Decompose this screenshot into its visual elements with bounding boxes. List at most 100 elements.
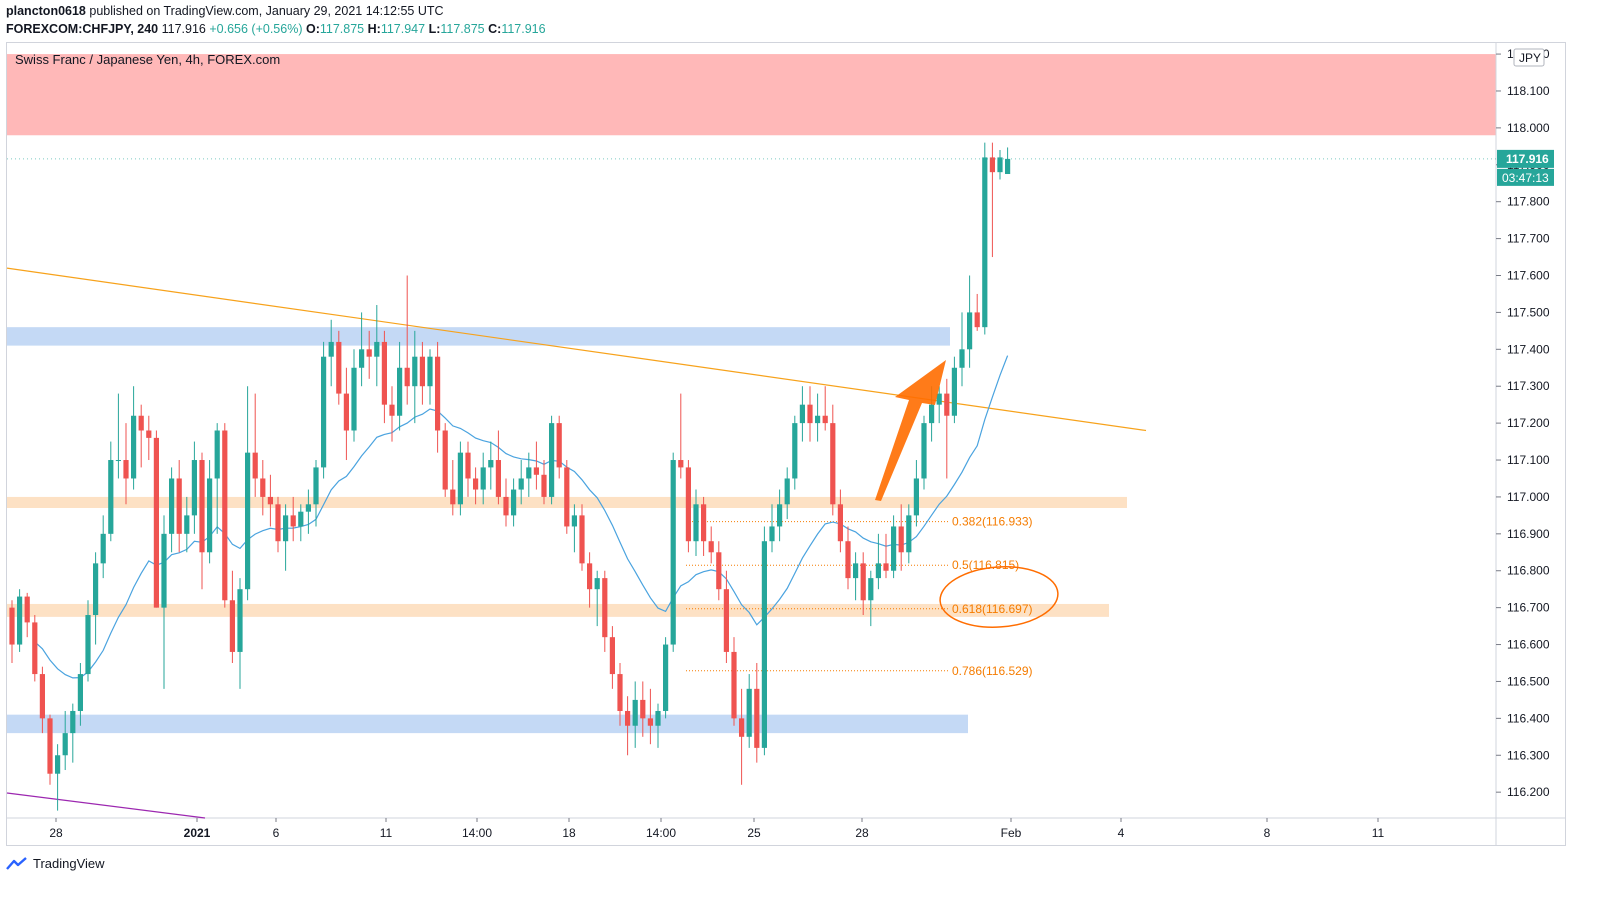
breakout-arrow — [875, 360, 946, 501]
time-tick-label: 6 — [273, 826, 280, 840]
price-tick-label: 117.100 — [1507, 453, 1550, 467]
price-tick-label: 117.400 — [1507, 342, 1550, 356]
price-tick-label: 118.000 — [1507, 121, 1550, 135]
high-value: 117.947 — [380, 22, 426, 36]
price-tick-label: 117.000 — [1507, 490, 1550, 504]
candle-body — [906, 515, 912, 553]
fib-level-label: 0.5(116.815) — [952, 558, 1019, 572]
candle-body — [526, 467, 532, 479]
candle-body — [815, 415, 821, 424]
currency-box — [1513, 48, 1545, 67]
candle-body — [655, 710, 661, 726]
candle-body — [298, 511, 304, 527]
candle-body — [245, 452, 251, 590]
candle-body — [777, 504, 783, 527]
candle-body — [579, 515, 585, 564]
time-tick-label: 18 — [562, 826, 576, 840]
candle-body — [77, 674, 83, 711]
candle-body — [260, 478, 266, 497]
candle-body — [617, 674, 623, 711]
candle-body — [397, 367, 403, 416]
candle-body — [1005, 158, 1011, 175]
candle-body — [275, 504, 281, 542]
candle-body — [207, 478, 213, 553]
candle-body — [465, 452, 471, 479]
candle-body — [267, 496, 273, 505]
tradingview-footer[interactable]: TradingView — [6, 856, 105, 871]
candle-body — [989, 157, 995, 173]
candle-body — [457, 452, 463, 505]
candle-body — [321, 356, 327, 468]
price-tick-label: 116.900 — [1507, 527, 1550, 541]
candle-body — [191, 460, 197, 516]
candle-body — [343, 393, 349, 431]
price-tick-label: 117.800 — [1507, 195, 1550, 209]
candle-body — [708, 541, 714, 553]
candle-body — [123, 460, 129, 479]
candle-body — [746, 688, 752, 737]
time-tick-label: 4 — [1118, 826, 1125, 840]
time-tick-label: 8 — [1264, 826, 1271, 840]
candle-body — [663, 644, 669, 711]
candle-body — [495, 460, 501, 497]
price-tick-label: 117.500 — [1507, 305, 1550, 319]
price-tick-label: 116.800 — [1507, 564, 1550, 578]
candle-body — [792, 423, 798, 479]
footer-brand: TradingView — [33, 856, 105, 871]
last-price: 117.916 — [161, 22, 206, 36]
candle-body — [229, 600, 235, 652]
trendline — [6, 267, 1147, 432]
candle-body — [929, 404, 935, 424]
time-tick-label: 14:00 — [646, 826, 676, 840]
zone-orange-lower — [7, 603, 1109, 617]
time-tick-label: 2021 — [184, 826, 211, 840]
open-value: 117.875 — [319, 22, 365, 36]
candle-body — [921, 423, 927, 479]
candle-body — [701, 504, 707, 542]
candle-body — [822, 415, 828, 424]
low-label: L: — [428, 22, 441, 36]
candle-body — [685, 467, 691, 542]
chart-frame[interactable] — [6, 42, 1566, 846]
candle-body — [488, 460, 494, 468]
candle-body — [138, 415, 144, 431]
candle-body — [252, 452, 258, 479]
candle-body — [290, 515, 296, 527]
ohlc-header: FOREXCOM:CHFJPY, 240 117.916 +0.656 (+0.… — [6, 22, 546, 36]
candle-body — [404, 367, 410, 387]
price-tag-box — [1497, 149, 1554, 168]
candle-body — [845, 541, 851, 579]
candle-body — [678, 460, 684, 468]
candle-body — [640, 699, 646, 719]
candle-body — [108, 460, 114, 534]
author-name[interactable]: plancton0618 — [6, 4, 86, 18]
symbol-label: FOREXCOM:CHFJPY, 240 — [6, 22, 159, 36]
candle-body — [93, 563, 99, 616]
price-tick-label: 116.300 — [1507, 748, 1550, 762]
candle-body — [39, 674, 45, 719]
candle-body — [739, 718, 745, 737]
price-tick-label: 116.700 — [1507, 601, 1550, 615]
candle-body — [336, 341, 342, 394]
candle-body — [883, 563, 889, 571]
fib-level-label: 0.786(116.529) — [952, 664, 1033, 678]
candle-body — [853, 563, 859, 579]
candle-body — [222, 430, 228, 601]
zone-blue-lower — [7, 714, 968, 734]
candle-body — [784, 478, 790, 505]
candle-body — [237, 589, 243, 652]
candle-body — [374, 341, 380, 357]
candle-body — [609, 637, 615, 675]
candle-body — [898, 526, 904, 553]
chart-title: Swiss Franc / Japanese Yen, 4h, FOREX.co… — [15, 52, 281, 67]
candle-body — [761, 541, 767, 748]
candle-body — [9, 607, 15, 645]
fib-level-label: 0.618(116.697) — [952, 602, 1033, 616]
candle-body — [868, 578, 874, 601]
candle-body — [153, 437, 159, 608]
candle-body — [427, 356, 433, 387]
purple-trendline — [6, 792, 206, 819]
price-tick-label: 117.300 — [1507, 379, 1550, 393]
currency-label: JPY — [1519, 51, 1541, 65]
